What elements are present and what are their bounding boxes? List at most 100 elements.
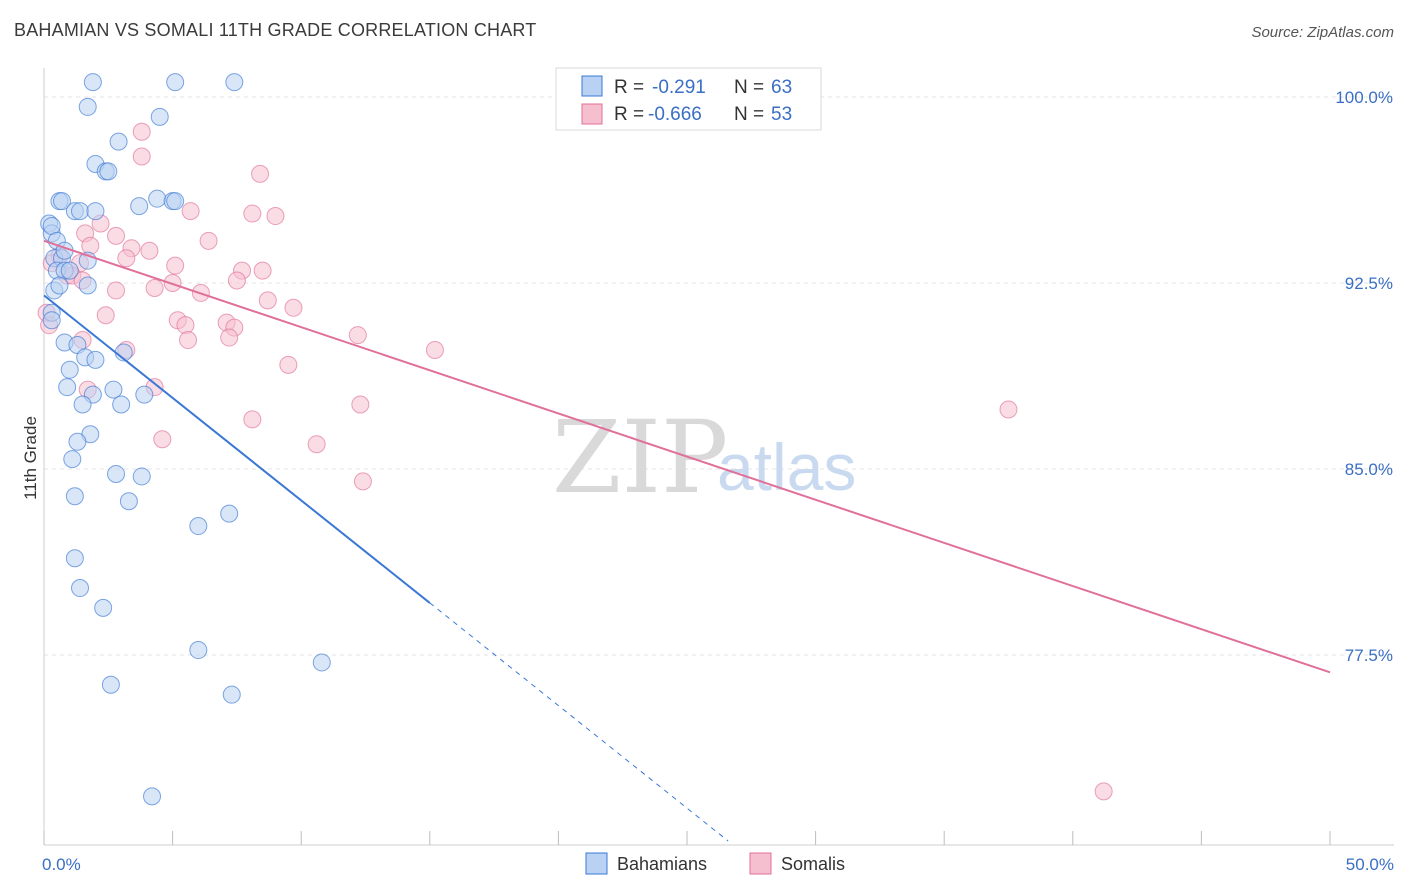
somalis-point-2 <box>251 164 270 183</box>
y-tick-label-2: 85.0% <box>1345 460 1393 479</box>
somalis-point-44 <box>351 395 370 414</box>
series-legend: Bahamians Somalis <box>585 852 845 875</box>
bahamians-point-5 <box>109 132 128 151</box>
watermark: ZIP atlas <box>552 399 856 516</box>
bahamians-point-48 <box>132 467 151 486</box>
bahamians-point-31 <box>78 276 97 295</box>
somalis-point-15 <box>81 236 100 255</box>
bahamians-point-14 <box>130 197 149 216</box>
bahamians-point-58 <box>101 675 120 694</box>
somalis-point-1 <box>132 147 151 166</box>
legend-r-value-1: -0.291 <box>652 77 706 98</box>
somalis-point-19 <box>253 261 272 280</box>
bahamians-point-61 <box>42 311 61 330</box>
bahamians-point-36 <box>86 350 105 369</box>
bahamians-point-62 <box>50 276 69 295</box>
somalis-point-49 <box>353 472 372 491</box>
bahamians-point-15 <box>148 189 167 208</box>
y-tick-label-1: 92.5% <box>1345 274 1393 293</box>
bahamians-point-46 <box>63 450 82 469</box>
bahamians-point-17 <box>166 192 185 211</box>
somalis-point-34 <box>179 331 198 350</box>
bottom-legend-swatch-bahamians <box>585 852 608 875</box>
trend-lines <box>43 239 1331 842</box>
bahamians-point-0 <box>83 73 102 92</box>
bahamians-point-3 <box>78 97 97 116</box>
somalis-point-9 <box>199 231 218 250</box>
source-credit: Source: ZipAtlas.com <box>1251 24 1394 41</box>
bahamians-point-8 <box>99 162 118 181</box>
somalis-point-29 <box>96 306 115 325</box>
somalis-point-17 <box>166 256 185 275</box>
bottom-legend-bahamians: Bahamians <box>617 854 707 874</box>
somalis-point-11 <box>140 241 159 260</box>
legend-swatch-somalis <box>581 103 603 125</box>
bahamians-point-37 <box>60 360 79 379</box>
legend-r-label-2: R = <box>614 104 644 125</box>
bahamians-point-41 <box>135 385 154 404</box>
bahamians-point-42 <box>73 395 92 414</box>
somalis-point-45 <box>999 400 1018 419</box>
bahamians-point-10 <box>53 192 72 211</box>
somalis-point-36 <box>348 326 367 345</box>
bahamians-point-45 <box>68 432 87 451</box>
legend-r-value-2: -0.666 <box>648 104 702 125</box>
somalis-point-35 <box>220 328 239 347</box>
bahamians-point-55 <box>94 598 113 617</box>
somalis-point-31 <box>176 316 195 335</box>
axes <box>43 68 1394 846</box>
watermark-atlas: atlas <box>717 430 856 504</box>
somalis-point-40 <box>425 340 444 359</box>
somalis-point-47 <box>153 430 172 449</box>
bahamians-point-43 <box>112 395 131 414</box>
somalis-point-41 <box>279 355 298 374</box>
legend-r-label-1: R = <box>614 77 644 98</box>
bahamians-point-56 <box>189 641 208 660</box>
bahamians-point-2 <box>225 73 244 92</box>
somalis-point-5 <box>266 207 285 226</box>
bahamians-point-59 <box>222 685 241 704</box>
somalis-point-28 <box>284 298 303 317</box>
x-tick-label-0: 0.0% <box>42 855 81 874</box>
bahamians-point-47 <box>107 464 126 483</box>
bahamians-point-12 <box>71 202 90 221</box>
y-axis-label: 11th Grade <box>21 416 40 500</box>
legend-n-label-2: N = <box>734 104 764 125</box>
somalis-point-24 <box>227 271 246 290</box>
bahamians-point-40 <box>104 380 123 399</box>
bottom-legend-swatch-somalis <box>749 852 772 875</box>
somalis-trend-line <box>43 239 1331 674</box>
bahamians-point-60 <box>143 787 162 806</box>
bahamians-point-38 <box>58 378 77 397</box>
bahamians-point-13 <box>86 202 105 221</box>
bahamians-point-4 <box>150 107 169 126</box>
somalis-point-4 <box>243 204 262 223</box>
legend-n-label-1: N = <box>734 77 764 98</box>
bahamians-points <box>40 73 331 806</box>
bahamians-trend-extension <box>429 602 729 842</box>
bahamians-point-28 <box>60 261 79 280</box>
x-tick-labels: 0.0% 50.0% <box>42 855 1394 874</box>
somalis-point-27 <box>258 291 277 310</box>
legend-n-value-2: 53 <box>771 104 792 125</box>
correlation-legend: R = -0.291 N = 63 R = -0.666 N = 53 <box>555 67 822 131</box>
bottom-legend-somalis: Somalis <box>781 854 845 874</box>
legend-swatch-bahamians <box>581 75 603 97</box>
somalis-point-48 <box>307 435 326 454</box>
somalis-point-3 <box>181 202 200 221</box>
somalis-point-16 <box>117 249 136 268</box>
legend-n-value-1: 63 <box>771 77 792 98</box>
somalis-point-46 <box>243 410 262 429</box>
bahamians-point-51 <box>220 504 239 523</box>
y-tick-label-3: 77.5% <box>1345 646 1393 665</box>
bahamians-point-49 <box>65 487 84 506</box>
bahamians-trend-line <box>43 294 431 604</box>
chart-title: BAHAMIAN VS SOMALI 11TH GRADE CORRELATIO… <box>14 20 537 40</box>
bahamians-point-52 <box>189 517 208 536</box>
y-tick-labels: 100.0% 92.5% 85.0% 77.5% <box>1335 88 1393 665</box>
bahamians-point-54 <box>71 579 90 598</box>
somalis-point-25 <box>145 278 164 297</box>
watermark-zip: ZIP <box>552 399 728 516</box>
y-tick-label-0: 100.0% <box>1335 88 1393 107</box>
